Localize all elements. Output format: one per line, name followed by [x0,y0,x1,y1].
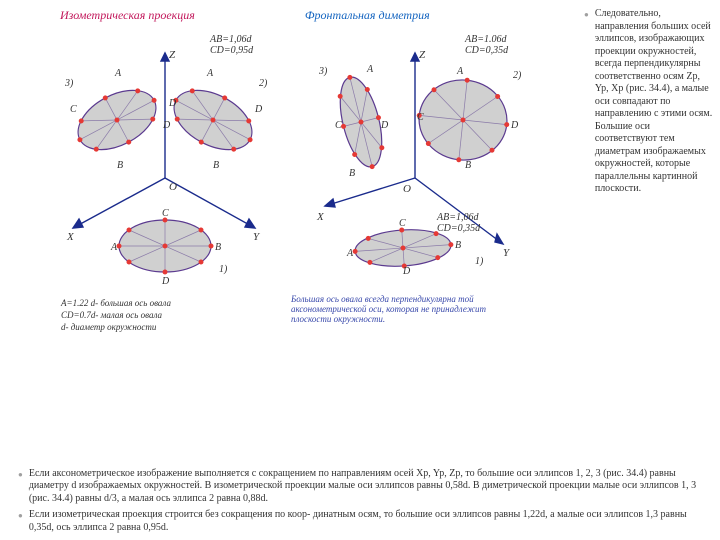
svg-text:A: A [366,64,374,75]
svg-text:A=1.22 d- большая ось овала: A=1.22 d- большая ось овала [60,298,171,308]
svg-text:D: D [168,98,177,109]
svg-text:A: A [456,66,464,77]
svg-text:D: D [254,104,263,115]
svg-text:Y: Y [503,247,511,259]
svg-text:1): 1) [475,256,484,267]
svg-text:D: D [161,276,170,287]
svg-text:B: B [455,240,461,251]
right-paragraph: Следовательно, направления больших осей … [595,8,714,196]
svg-text:B: B [117,160,123,171]
svg-text:D: D [380,120,389,131]
right-text: Следовательно, направления больших осей … [584,8,714,196]
svg-text:Z: Z [419,49,426,61]
svg-text:3): 3) [64,78,74,89]
bottom-p1: Если аксонометрическое изображение выпол… [29,468,712,506]
dimetric-group: AB=1.06d CD=0,35d Z X Y O A C D B 3) A B… [291,34,522,344]
svg-text:CD=0,35d: CD=0,35d [437,223,481,234]
title-isometric: Изометрическая проекция [60,8,195,23]
svg-text:B: B [465,160,471,171]
svg-text:AB=1,06d: AB=1,06d [436,212,479,223]
bottom-p2: Если изометрическая проекция строится бе… [29,509,712,534]
lbl-o: O [169,181,177,193]
svg-text:C: C [162,208,169,219]
svg-text:A: A [114,68,122,79]
dim-ellipse-2 [412,73,513,167]
lbl-x: X [66,231,75,243]
iso-ellipse-2 [161,75,265,165]
svg-text:D: D [510,120,519,131]
lbl-y: Y [253,231,261,243]
svg-text:B: B [349,168,355,179]
svg-text:AB=1.06d: AB=1.06d [464,34,507,45]
iso-cd: CD=0,95d [210,45,254,56]
svg-text:CD=0.7d- малая ось овала: CD=0.7d- малая ось овала [61,310,163,320]
svg-text:d- диаметр окружности: d- диаметр окружности [61,322,157,332]
svg-text:C: C [70,104,77,115]
svg-text:B: B [213,160,219,171]
svg-text:1): 1) [219,264,228,275]
svg-text:3): 3) [318,66,328,77]
diagram-area: AB=1,06d CD=0,95d Z X Y O A C B D 3) A D… [55,28,535,373]
svg-text:D: D [402,266,411,277]
diagrams-svg: AB=1,06d CD=0,95d Z X Y O A C B D 3) A D… [55,28,535,373]
dim-footnote: Большая ось овала всегда перпендикулярна… [291,294,516,324]
svg-text:2): 2) [513,70,522,81]
svg-text:CD=0,35d: CD=0,35d [465,45,509,56]
iso-ab: AB=1,06d [209,34,252,45]
lbl-z: Z [169,49,176,61]
title-dimetric: Фронтальная диметрия [305,8,430,23]
svg-text:A: A [110,242,118,253]
titles-row: Изометрическая проекция Фронтальная диме… [60,8,430,23]
iso-ellipse-1 [117,218,214,275]
bottom-text: Если аксонометрическое изображение выпол… [18,468,712,535]
svg-text:C: C [335,120,342,131]
svg-text:O: O [403,183,411,195]
svg-text:A: A [346,248,354,259]
svg-text:B: B [215,242,221,253]
svg-text:C: C [399,218,406,229]
svg-text:A: A [206,68,214,79]
svg-text:2): 2) [259,78,268,89]
iso-ellipse-3 [65,75,169,165]
svg-text:D: D [162,120,171,131]
isometric-group: AB=1,06d CD=0,95d Z X Y O A C B D 3) A D… [60,34,268,332]
svg-text:X: X [316,211,325,223]
svg-text:C: C [417,112,424,123]
